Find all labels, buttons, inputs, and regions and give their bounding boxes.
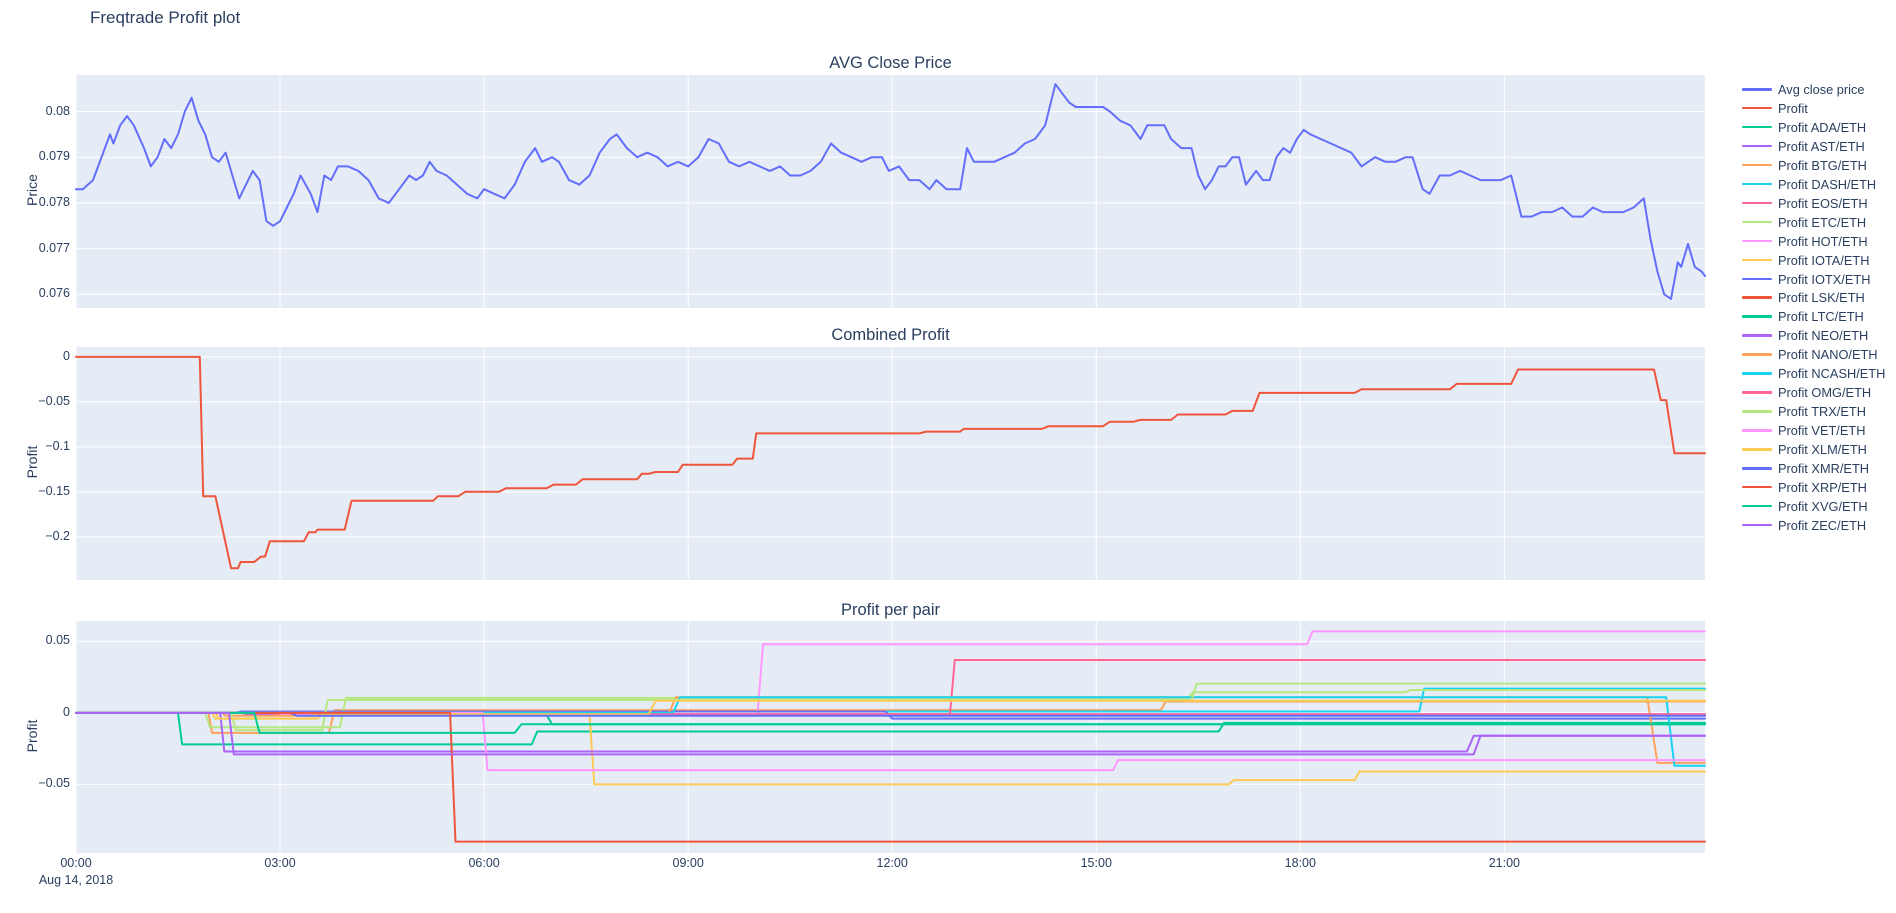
y-tick-label: 0.076 xyxy=(38,286,70,301)
legend-line-swatch xyxy=(1742,277,1772,280)
legend-line-swatch xyxy=(1742,448,1772,451)
plot-area-2[interactable] xyxy=(76,621,1705,853)
chart-title-profit-per-pair: Profit per pair xyxy=(840,601,941,619)
legend-line-swatch xyxy=(1742,239,1772,243)
legend-label: Profit BTG/ETH xyxy=(1778,157,1867,173)
y-tick-label: −0.05 xyxy=(38,776,70,791)
y-axis-title-profit-combined: Profit xyxy=(24,445,40,479)
series-profit-zec-eth[interactable] xyxy=(75,711,1706,756)
legend-line-swatch xyxy=(1742,485,1772,489)
y-tick-label: 0.08 xyxy=(45,103,70,118)
x-tick-label: 21:00 xyxy=(1488,856,1520,870)
legend-line-swatch xyxy=(1742,334,1772,337)
legend-label: Profit HOT/ETH xyxy=(1778,233,1868,249)
legend-line-swatch xyxy=(1742,182,1772,186)
x-tick-label: 18:00 xyxy=(1284,856,1316,870)
legend-line-swatch xyxy=(1742,391,1772,394)
plot-area-1[interactable] xyxy=(76,347,1705,580)
x-axis-date-label: Aug 14, 2018 xyxy=(38,873,114,887)
legend-line-swatch xyxy=(1742,296,1772,299)
series-avg-close-price[interactable] xyxy=(75,83,1706,300)
legend-label: Profit ZEC/ETH xyxy=(1778,517,1867,533)
legend-line-swatch xyxy=(1742,258,1772,262)
legend-label: Profit EOS/ETH xyxy=(1778,195,1868,211)
y-tick-label: −0.1 xyxy=(45,438,70,453)
y-tick-label: −0.05 xyxy=(38,393,70,408)
legend-label: Profit LSK/ETH xyxy=(1778,290,1865,306)
legend-line-swatch xyxy=(1742,410,1772,413)
x-tick-label: 03:00 xyxy=(264,856,296,870)
legend-label: Profit NCASH/ETH xyxy=(1778,366,1886,382)
plot-area-0[interactable] xyxy=(76,75,1705,308)
legend-line-swatch xyxy=(1742,201,1772,205)
chart-title-combined-profit: Combined Profit xyxy=(831,326,950,344)
series-profit-ncash-eth[interactable] xyxy=(75,696,1706,767)
legend-line-swatch xyxy=(1742,523,1772,527)
x-tick-label: 09:00 xyxy=(672,856,704,870)
legend-label: Profit ADA/ETH xyxy=(1778,119,1867,135)
legend-label: Profit ETC/ETH xyxy=(1778,214,1867,230)
series-profit-btg-eth[interactable] xyxy=(75,700,1706,734)
legend-label: Profit LTC/ETH xyxy=(1778,309,1864,325)
legend-line-swatch xyxy=(1742,372,1772,375)
legend-label: Profit NANO/ETH xyxy=(1778,347,1878,363)
legend-label: Profit XVG/ETH xyxy=(1778,498,1868,514)
legend-label: Profit IOTA/ETH xyxy=(1778,252,1870,268)
legend-label: Avg close price xyxy=(1778,82,1865,97)
legend-line-swatch xyxy=(1742,163,1772,167)
legend-label: Profit OMG/ETH xyxy=(1778,385,1872,401)
legend-label: Profit XMR/ETH xyxy=(1778,461,1870,476)
x-tick-label: 15:00 xyxy=(1080,856,1112,870)
legend-line-swatch xyxy=(1742,220,1772,224)
y-tick-label: −0.2 xyxy=(45,528,70,543)
legend-label: Profit XLM/ETH xyxy=(1778,442,1867,458)
y-tick-label: −0.15 xyxy=(38,483,70,498)
legend-label: Profit IOTX/ETH xyxy=(1778,271,1871,287)
legend-line-swatch xyxy=(1742,429,1772,432)
y-tick-label: 0.077 xyxy=(38,240,70,255)
x-tick-label: 06:00 xyxy=(468,856,500,870)
series-profit-iota-eth[interactable] xyxy=(75,711,1706,786)
legend-label: Profit AST/ETH xyxy=(1778,138,1865,154)
x-tick-label: 00:00 xyxy=(60,856,92,870)
y-tick-label: 0 xyxy=(63,704,70,719)
legend-line-swatch xyxy=(1742,353,1772,356)
legend-line-swatch xyxy=(1742,467,1772,470)
y-tick-label: 0.079 xyxy=(38,149,70,164)
legend-label: Profit xyxy=(1778,100,1808,116)
legend-label: Profit VET/ETH xyxy=(1778,423,1866,439)
y-tick-label: 0 xyxy=(63,348,70,363)
series-profit-xrp-eth[interactable] xyxy=(75,711,1706,843)
y-tick-label: 0.05 xyxy=(45,633,70,648)
y-tick-label: 0.078 xyxy=(38,194,70,209)
legend-line-swatch xyxy=(1742,88,1772,91)
legend-line-swatch xyxy=(1742,315,1772,318)
legend-label: Profit XRP/ETH xyxy=(1778,479,1867,495)
legend-label: Profit NEO/ETH xyxy=(1778,328,1869,344)
legend-label: Profit TRX/ETH xyxy=(1778,404,1866,420)
legend-line-swatch xyxy=(1742,125,1772,129)
legend-line-swatch xyxy=(1742,504,1772,508)
page-title: Freqtrade Profit plot xyxy=(90,8,241,27)
x-tick-label: 12:00 xyxy=(876,856,908,870)
chart-title-avg-close-price: AVG Close Price xyxy=(829,54,952,72)
series-profit[interactable] xyxy=(75,355,1706,570)
legend-line-swatch xyxy=(1742,106,1772,110)
y-axis-title-price: Price xyxy=(24,174,40,206)
legend-line-swatch xyxy=(1742,144,1772,148)
legend-label: Profit DASH/ETH xyxy=(1778,176,1877,192)
